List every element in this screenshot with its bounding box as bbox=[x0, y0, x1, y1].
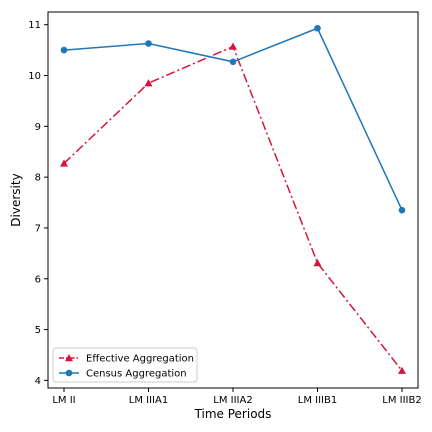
legend-label: Census Aggregation bbox=[86, 369, 187, 380]
y-tick-label: 8 bbox=[35, 173, 41, 184]
data-point bbox=[398, 206, 406, 214]
x-axis: LM II LM IIIA1 LM IIIA2 LM IIIB1 LM IIIB2 bbox=[52, 388, 422, 406]
legend-item: Effective Aggregation bbox=[59, 354, 194, 365]
data-point bbox=[60, 159, 68, 167]
series-1 bbox=[60, 24, 406, 214]
data-point bbox=[229, 42, 237, 50]
y-tick-label: 5 bbox=[35, 325, 41, 336]
legend-marker bbox=[65, 369, 73, 377]
y-tick-label: 4 bbox=[35, 376, 41, 387]
x-tick-label: LM IIIA2 bbox=[213, 395, 252, 406]
y-axis: 4 5 6 7 8 9 10 11 bbox=[28, 20, 48, 387]
data-point bbox=[60, 46, 68, 54]
y-tick-label: 9 bbox=[35, 122, 41, 133]
legend: Effective Aggregation Census Aggregation bbox=[52, 347, 198, 383]
data-point bbox=[229, 58, 237, 66]
x-tick-label: LM II bbox=[52, 395, 75, 406]
x-tick-label: LM IIIB1 bbox=[298, 395, 337, 406]
data-point bbox=[313, 259, 322, 267]
y-tick-label: 7 bbox=[35, 223, 41, 234]
y-tick-label: 10 bbox=[28, 71, 41, 82]
x-axis-label: Time Periods bbox=[194, 407, 272, 421]
data-point bbox=[314, 24, 321, 32]
series-0 bbox=[60, 42, 406, 374]
x-tick-label: LM IIIA1 bbox=[129, 395, 168, 406]
y-axis-label: Diversity bbox=[9, 173, 23, 226]
x-tick-label: LM IIIB2 bbox=[382, 395, 421, 406]
legend-item: Census Aggregation bbox=[59, 369, 187, 380]
legend-box bbox=[52, 347, 198, 383]
data-point bbox=[144, 79, 153, 87]
y-tick-label: 6 bbox=[35, 274, 41, 285]
series-layer bbox=[60, 24, 406, 374]
y-tick-label: 11 bbox=[28, 20, 41, 31]
data-point bbox=[145, 40, 152, 47]
legend-marker bbox=[65, 354, 73, 362]
data-point bbox=[398, 366, 406, 374]
legend-label: Effective Aggregation bbox=[86, 354, 194, 365]
